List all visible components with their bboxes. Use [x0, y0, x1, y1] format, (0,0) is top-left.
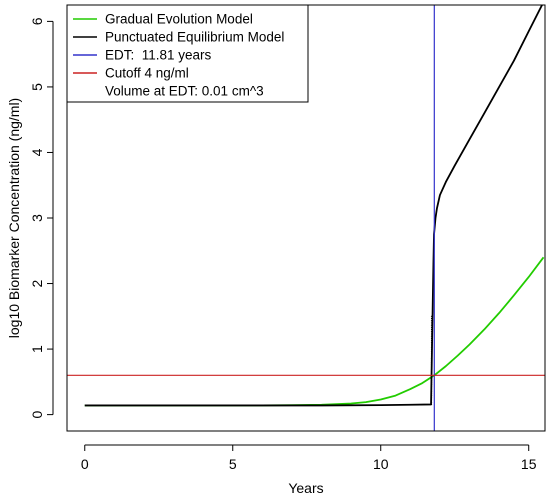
legend: Gradual Evolution Model Punctuated Equil… — [66, 4, 309, 103]
x-axis-label: Years — [288, 480, 323, 496]
legend-entry-gradual: Gradual Evolution Model — [105, 12, 253, 27]
x-tick-label: 5 — [229, 456, 237, 472]
x-tick-label: 0 — [81, 456, 89, 472]
legend-box — [66, 4, 309, 103]
y-tick-label: 2 — [29, 279, 45, 287]
legend-entry-edt: EDT: 11.81 years — [105, 48, 212, 63]
legend-entry-volume: Volume at EDT: 0.01 cm^3 — [105, 84, 264, 99]
y-tick-label: 6 — [29, 17, 45, 25]
legend-entry-cutoff: Cutoff 4 ng/ml — [105, 66, 189, 81]
x-axis: 0 5 10 15 — [81, 444, 537, 472]
series-layer — [67, 5, 545, 431]
legend-entry-punctuated: Punctuated Equilibrium Model — [105, 30, 284, 45]
y-axis-label: log10 Biomarker Concentration (ng/ml) — [6, 98, 22, 338]
x-tick-label: 15 — [521, 456, 537, 472]
y-axis: 0 1 2 3 4 5 6 — [29, 17, 54, 419]
punctuated-equilibrium-line — [84, 5, 543, 407]
y-tick-label: 1 — [29, 345, 45, 353]
y-tick-label: 3 — [29, 214, 45, 222]
y-tick-label: 0 — [29, 411, 45, 419]
x-tick-label: 10 — [373, 456, 389, 472]
y-tick-label: 5 — [29, 83, 45, 91]
y-tick-label: 4 — [29, 148, 45, 156]
